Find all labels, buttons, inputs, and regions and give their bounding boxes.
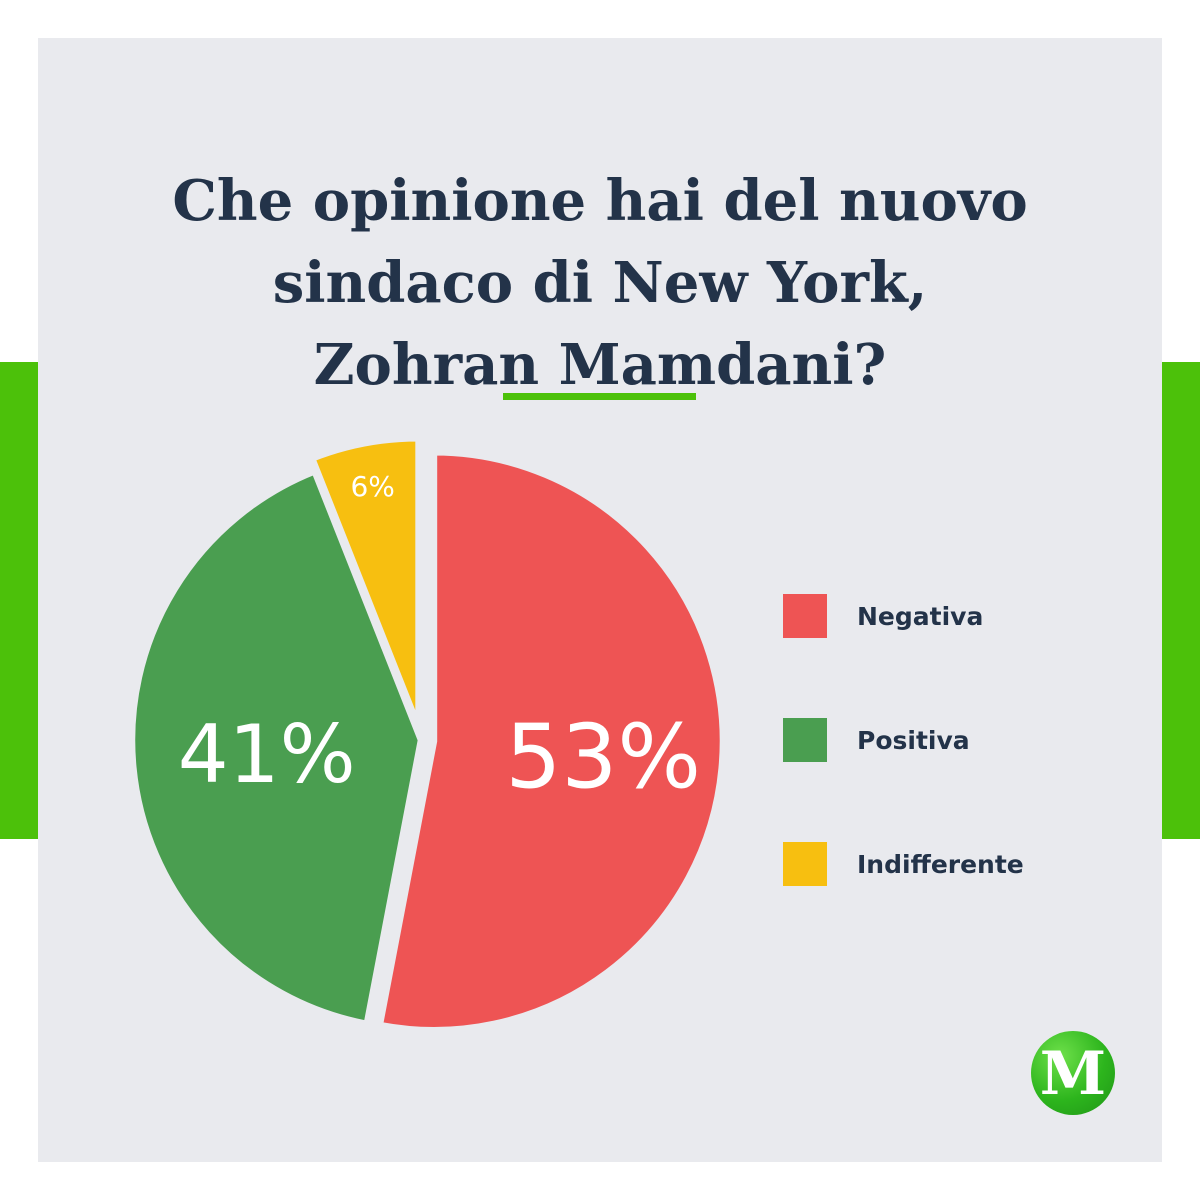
pie-slice-positiva xyxy=(128,467,425,1028)
title-line-1: Che opinione hai del nuovo xyxy=(172,168,1028,234)
legend-item-negativa: Negativa xyxy=(783,594,1103,638)
legend-swatch-negativa xyxy=(783,594,827,638)
legend-swatch-indifferente xyxy=(783,842,827,886)
legend-swatch-positiva xyxy=(783,718,827,762)
title-line-2: sindaco di New York, xyxy=(272,250,928,316)
pie-slice-indifferente xyxy=(307,434,422,729)
chart-title: Che opinione hai del nuovo sindaco di Ne… xyxy=(38,160,1162,406)
chart-card: Che opinione hai del nuovo sindaco di Ne… xyxy=(38,38,1162,1162)
pie-label-positiva: 41% xyxy=(178,708,356,801)
brand-logo-letter: M xyxy=(1039,1039,1107,1109)
title-line-3: Zohran Mamdani? xyxy=(313,332,887,398)
legend-label-negativa: Negativa xyxy=(857,602,984,631)
accent-bar-left xyxy=(0,362,38,839)
pie-chart: 53% 41% 6% xyxy=(128,434,727,1034)
legend-label-indifferente: Indifferente xyxy=(857,850,1024,879)
legend-label-positiva: Positiva xyxy=(857,726,970,755)
pie-label-negativa: 53% xyxy=(505,706,701,809)
brand-logo: M xyxy=(1031,1031,1115,1115)
accent-bar-right xyxy=(1162,362,1200,839)
pie-slice-negativa xyxy=(375,448,727,1034)
title-divider xyxy=(503,393,696,400)
pie-label-indifferente: 6% xyxy=(350,470,394,503)
legend-item-indifferente: Indifferente xyxy=(783,842,1103,886)
legend-item-positiva: Positiva xyxy=(783,718,1103,762)
